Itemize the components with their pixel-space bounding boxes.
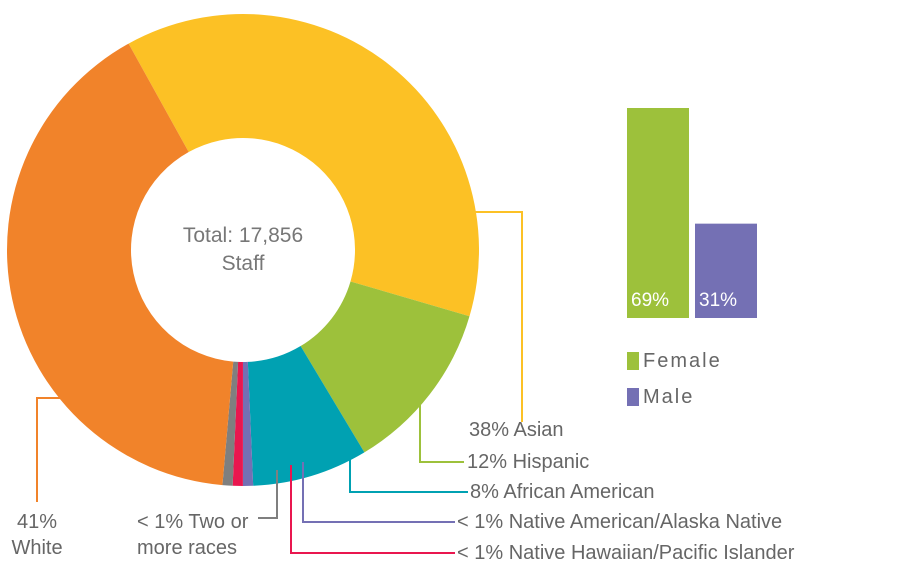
leader-line: [419, 395, 464, 463]
legend-label: Female: [643, 350, 722, 372]
legend-swatch: [627, 352, 639, 370]
center-label: Total: 17,856 Staff: [182, 224, 304, 275]
pie-slice: [222, 361, 239, 486]
category-label: African American: [503, 481, 655, 503]
bar-value-label: 31%: [699, 290, 738, 311]
leader-line: [302, 462, 455, 523]
legend-swatch: [627, 388, 639, 406]
pie-slice: [128, 13, 479, 317]
pie-slice: [232, 361, 243, 486]
pie-slice: [6, 43, 234, 486]
value-label: < 1%: [137, 511, 184, 533]
leader-line: [349, 447, 468, 493]
category-label: White: [11, 537, 63, 559]
value-label: 8%: [470, 481, 499, 503]
value-label: 12%: [467, 451, 508, 473]
value-label: 38%: [469, 419, 510, 441]
legend-label: Male: [643, 386, 695, 408]
category-label: Hispanic: [512, 451, 590, 473]
slice-label: < 1% Native American/Alaska Native: [457, 509, 782, 535]
bar: [627, 108, 689, 318]
slice-label: 41% White: [7, 509, 67, 561]
pie-slice: [242, 361, 254, 486]
value-label: < 1%: [457, 511, 504, 533]
value-label: 41%: [16, 511, 58, 533]
slice-label: 38% Asian: [469, 417, 564, 443]
slice-label: < 1% Two or more races: [137, 509, 272, 561]
bar: [695, 223, 757, 318]
leader-line: [36, 397, 70, 502]
category-label: Asian: [513, 419, 564, 441]
pie-slice: [247, 346, 365, 486]
slice-label: < 1% Native Hawaiian/Pacific Islander: [457, 540, 794, 566]
category-label: Native American/Alaska Native: [508, 511, 783, 533]
leader-line: [475, 211, 523, 422]
value-label: < 1%: [457, 542, 504, 564]
slice-label: 8% African American: [470, 479, 655, 505]
bar-value-label: 69%: [631, 290, 670, 311]
pie-slice: [300, 281, 470, 453]
category-label: Native Hawaiian/Pacific Islander: [508, 542, 795, 564]
category-label: Two or more races: [137, 511, 249, 559]
leader-line: [290, 465, 455, 554]
leader-line: [258, 470, 278, 519]
slice-label: 12% Hispanic: [467, 449, 589, 475]
